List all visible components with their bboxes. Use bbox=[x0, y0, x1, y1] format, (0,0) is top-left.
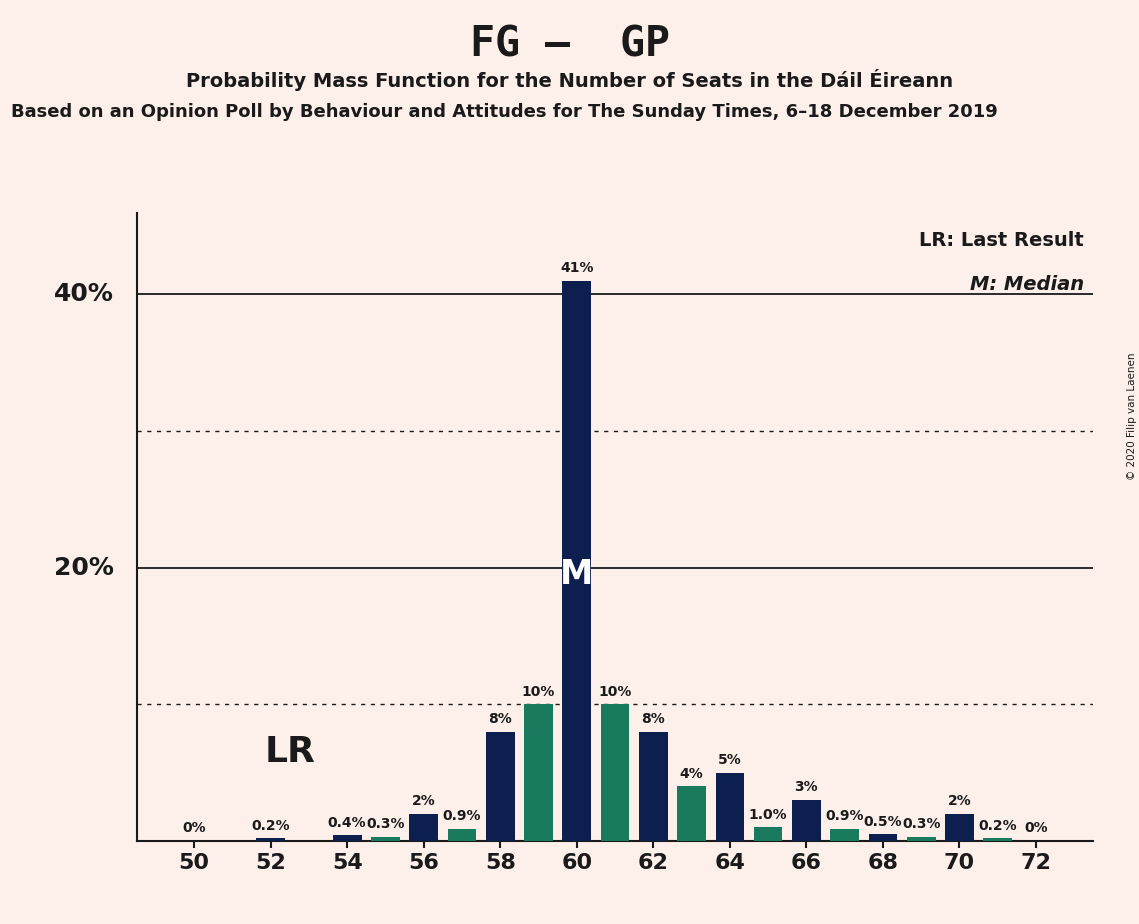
Text: 0%: 0% bbox=[182, 821, 206, 835]
Bar bbox=[448, 829, 476, 841]
Bar bbox=[715, 772, 744, 841]
Text: 0.4%: 0.4% bbox=[328, 816, 367, 830]
Text: Based on an Opinion Poll by Behaviour and Attitudes for The Sunday Times, 6–18 D: Based on an Opinion Poll by Behaviour an… bbox=[11, 103, 998, 121]
Text: 0%: 0% bbox=[1024, 821, 1048, 835]
Bar bbox=[563, 281, 591, 841]
Text: 0.9%: 0.9% bbox=[443, 809, 482, 823]
Bar bbox=[409, 813, 439, 841]
Text: 4%: 4% bbox=[680, 767, 704, 781]
Bar bbox=[830, 829, 859, 841]
Bar bbox=[869, 834, 898, 841]
Text: LR: LR bbox=[264, 736, 316, 769]
Text: M: Median: M: Median bbox=[969, 275, 1084, 295]
Text: 10%: 10% bbox=[598, 685, 632, 699]
Bar bbox=[754, 827, 782, 841]
Bar bbox=[983, 838, 1013, 841]
Text: 5%: 5% bbox=[718, 753, 741, 767]
Text: 10%: 10% bbox=[522, 685, 555, 699]
Text: 2%: 2% bbox=[412, 794, 435, 808]
Bar bbox=[639, 732, 667, 841]
Text: 2%: 2% bbox=[948, 794, 972, 808]
Text: 0.3%: 0.3% bbox=[902, 818, 941, 832]
Bar bbox=[486, 732, 515, 841]
Bar bbox=[792, 800, 821, 841]
Bar bbox=[600, 704, 630, 841]
Text: © 2020 Filip van Laenen: © 2020 Filip van Laenen bbox=[1126, 352, 1137, 480]
Text: 3%: 3% bbox=[795, 781, 818, 795]
Bar bbox=[945, 813, 974, 841]
Text: 8%: 8% bbox=[489, 712, 513, 726]
Text: LR: Last Result: LR: Last Result bbox=[919, 231, 1084, 250]
Text: 0.5%: 0.5% bbox=[863, 815, 902, 829]
Text: Probability Mass Function for the Number of Seats in the Dáil Éireann: Probability Mass Function for the Number… bbox=[186, 69, 953, 91]
Text: 0.9%: 0.9% bbox=[826, 809, 865, 823]
Bar bbox=[333, 835, 361, 841]
Text: FG –  GP: FG – GP bbox=[469, 23, 670, 65]
Text: 40%: 40% bbox=[54, 283, 114, 307]
Bar bbox=[907, 837, 935, 841]
Text: 20%: 20% bbox=[54, 555, 114, 579]
Bar bbox=[256, 838, 285, 841]
Text: 8%: 8% bbox=[641, 712, 665, 726]
Text: 41%: 41% bbox=[560, 261, 593, 275]
Text: 0.2%: 0.2% bbox=[978, 819, 1017, 833]
Bar bbox=[678, 786, 706, 841]
Text: M: M bbox=[560, 558, 593, 591]
Text: 0.2%: 0.2% bbox=[252, 819, 290, 833]
Bar bbox=[524, 704, 552, 841]
Bar bbox=[371, 837, 400, 841]
Text: 1.0%: 1.0% bbox=[748, 808, 787, 821]
Text: 0.3%: 0.3% bbox=[366, 818, 404, 832]
